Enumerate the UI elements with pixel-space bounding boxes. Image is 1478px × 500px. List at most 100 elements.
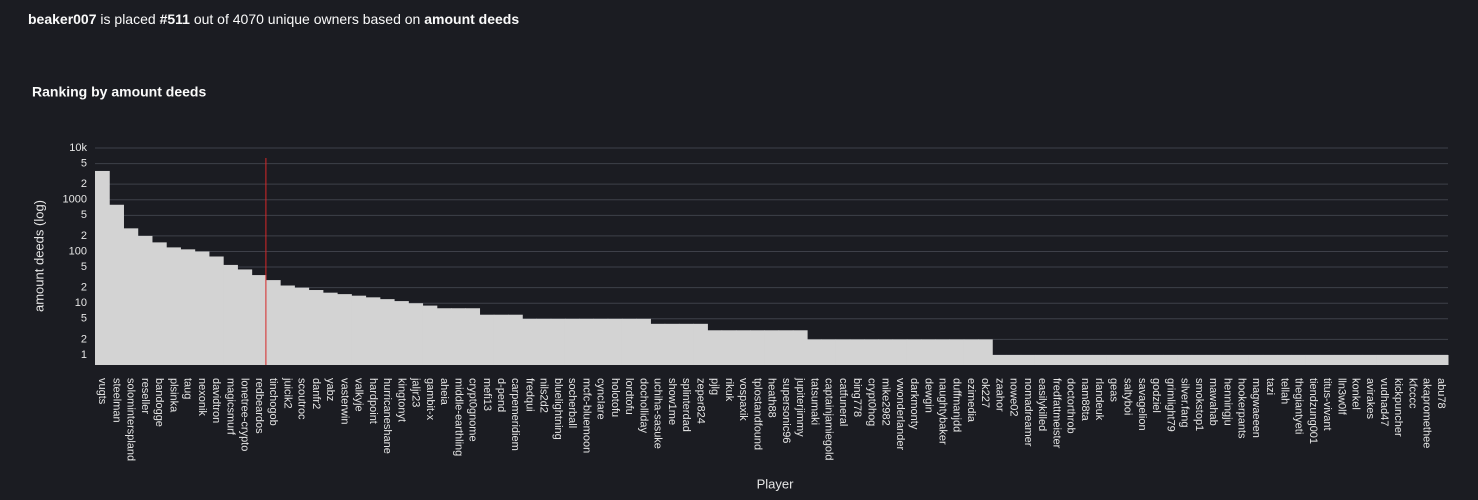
x-tick-label: splinterdad bbox=[680, 378, 692, 432]
bar bbox=[978, 339, 993, 365]
x-tick-label: avirakes bbox=[1364, 378, 1376, 419]
x-tick-label: aheia bbox=[438, 378, 450, 406]
x-tick-label: steelman bbox=[110, 378, 122, 423]
x-tick-label: tiendzung001 bbox=[1307, 378, 1319, 444]
bar bbox=[394, 301, 409, 365]
x-tick-label: mefi13 bbox=[481, 378, 493, 411]
bar bbox=[408, 303, 424, 365]
y-tick-label: 10 bbox=[75, 297, 87, 309]
x-tick-label: hurricaneshane bbox=[381, 378, 393, 454]
y-tick-label: 2 bbox=[81, 230, 87, 242]
x-tick-label: redbeardos bbox=[253, 378, 265, 434]
bar bbox=[1362, 354, 1378, 365]
x-tick-label: kingtonyt bbox=[395, 378, 407, 422]
bar bbox=[664, 323, 680, 365]
bar bbox=[1049, 354, 1064, 365]
y-tick-label: 5 bbox=[81, 313, 87, 325]
rank: #511 bbox=[160, 11, 191, 27]
x-tick-label: holotofu bbox=[609, 378, 621, 417]
bar bbox=[1191, 354, 1207, 365]
x-tick-label: mike2982 bbox=[880, 378, 892, 426]
bar bbox=[422, 305, 438, 365]
bar bbox=[1220, 354, 1235, 365]
x-tick-label: vudhad47 bbox=[1378, 378, 1390, 426]
bar bbox=[792, 330, 808, 365]
x-tick-label: doctorthrob bbox=[1065, 378, 1077, 434]
x-tick-label: zeper824 bbox=[694, 378, 706, 424]
bar bbox=[365, 297, 381, 365]
bar bbox=[621, 318, 637, 365]
bar bbox=[992, 354, 1007, 365]
bar bbox=[693, 323, 708, 365]
bar bbox=[807, 339, 822, 365]
x-tick-label: nils2d2 bbox=[538, 378, 550, 413]
bar bbox=[1348, 354, 1364, 365]
x-tick-label: fredfattmeister bbox=[1050, 378, 1062, 449]
bar bbox=[536, 318, 552, 365]
bar bbox=[223, 264, 238, 365]
x-tick-label: duffmanjdd bbox=[951, 378, 963, 432]
x-tick-label: tinchogob bbox=[267, 378, 279, 426]
x-tick-label: tellah bbox=[1278, 378, 1290, 404]
bar bbox=[906, 339, 922, 365]
x-tick-label: hardpoint bbox=[367, 378, 379, 424]
x-tick-label: rikuk bbox=[723, 378, 735, 402]
x-tick-label: yabz bbox=[324, 378, 336, 401]
x-axis-label: Player bbox=[757, 476, 795, 491]
bar bbox=[379, 299, 395, 365]
x-tick-label: captainjamiegold bbox=[823, 378, 835, 461]
bar bbox=[251, 275, 267, 365]
bar bbox=[935, 339, 951, 365]
y-tick-label: 10k bbox=[69, 142, 87, 154]
x-tick-label: mcfc-bluemoon bbox=[580, 378, 592, 453]
y-tick-label: 1000 bbox=[63, 194, 87, 206]
x-tick-label: jupiterjimmy bbox=[794, 377, 806, 437]
bar bbox=[550, 318, 566, 365]
y-tick-label: 2 bbox=[81, 333, 87, 345]
x-tick-label: tatsumaki bbox=[808, 378, 820, 425]
bar bbox=[109, 204, 124, 365]
bar bbox=[123, 228, 139, 365]
bar bbox=[1376, 354, 1392, 365]
bar bbox=[95, 170, 110, 365]
x-tick-label: vospaxik bbox=[737, 378, 749, 421]
x-tick-label: naughtybaker bbox=[936, 378, 948, 445]
bar bbox=[1234, 354, 1250, 365]
bar bbox=[479, 314, 495, 365]
x-tick-label: thegiantyeti bbox=[1293, 378, 1305, 434]
x-tick-label: rlandeuk bbox=[1093, 378, 1105, 421]
chart-title: Ranking by amount deeds bbox=[32, 84, 206, 100]
x-tick-label: vwonderlander bbox=[894, 378, 906, 450]
bar bbox=[1134, 354, 1150, 365]
y-tick-label: 5 bbox=[81, 261, 87, 273]
x-tick-label: vasterwin bbox=[338, 378, 350, 424]
x-tick-label: d-pend bbox=[495, 378, 507, 412]
y-tick-label: 5 bbox=[81, 209, 87, 221]
bar bbox=[180, 249, 196, 365]
x-tick-label: supersonic96 bbox=[780, 378, 792, 443]
bar bbox=[579, 318, 594, 365]
x-tick-label: zaahor bbox=[993, 378, 1005, 412]
x-tick-label: lordtofu bbox=[623, 378, 635, 415]
bar bbox=[892, 339, 908, 365]
x-tick-label: kfcccc bbox=[1406, 378, 1418, 409]
x-tick-label: plsinka bbox=[167, 378, 179, 413]
bar bbox=[750, 330, 765, 365]
x-tick-label: ok227 bbox=[979, 378, 991, 408]
bar bbox=[778, 330, 794, 365]
y-tick-label: 1 bbox=[81, 349, 87, 361]
x-tick-label: smokstop1 bbox=[1193, 378, 1205, 431]
x-tick-label: darkmonty bbox=[908, 378, 920, 430]
x-tick-label: savagelion bbox=[1136, 378, 1148, 431]
bar bbox=[166, 247, 181, 365]
x-tick-label: ezimedia bbox=[965, 378, 977, 423]
bar bbox=[1120, 354, 1136, 365]
y-tick-label: 2 bbox=[81, 178, 87, 190]
bar bbox=[607, 318, 623, 365]
bar bbox=[1391, 354, 1406, 365]
x-tick-label: bluelightning bbox=[552, 378, 564, 440]
x-tick-label: nam88ta bbox=[1079, 378, 1091, 422]
bar bbox=[1106, 354, 1121, 365]
bar bbox=[878, 339, 894, 365]
bar bbox=[194, 251, 210, 365]
